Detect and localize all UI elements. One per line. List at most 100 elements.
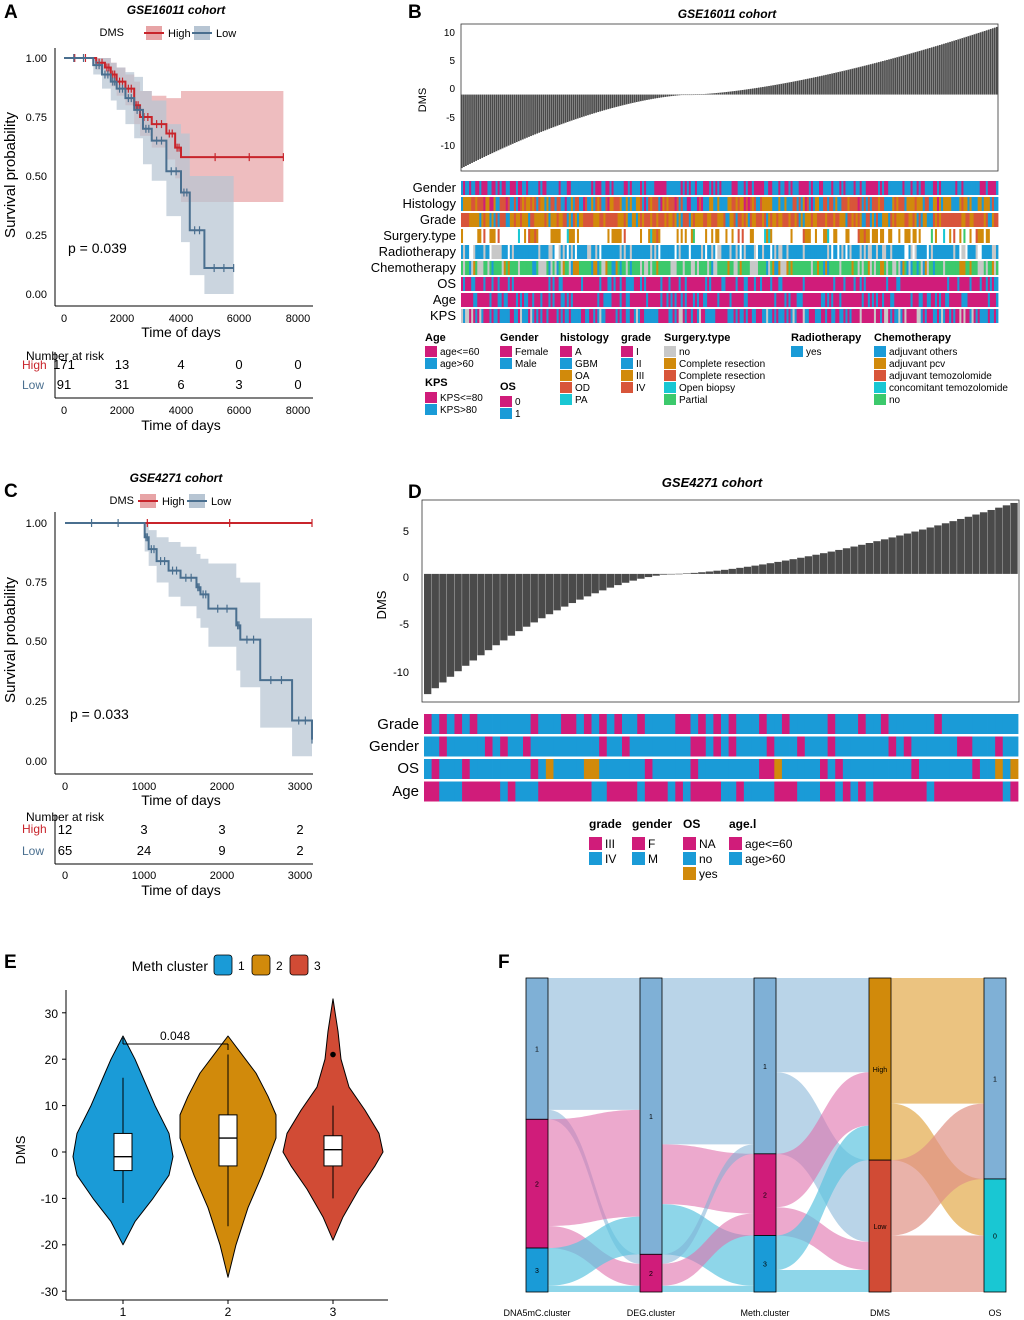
heatmap-cell (505, 261, 509, 275)
heatmap-cell (721, 245, 724, 259)
heatmap-cell (902, 213, 905, 227)
heatmap-cell (829, 181, 832, 195)
heatmap-cell (721, 309, 724, 323)
heatmap-cell (484, 781, 493, 802)
heatmap-cell (896, 197, 899, 211)
dms-bar (833, 73, 835, 95)
heatmap-cell (477, 309, 480, 323)
heatmap-cell (465, 309, 468, 323)
heatmap-cell (609, 277, 612, 291)
heatmap-cell (908, 245, 911, 259)
panel-c-ylabel: Survival probability (2, 577, 19, 703)
heatmap-cell (656, 277, 659, 291)
heatmap-cell (896, 261, 899, 275)
heatmap-cell (916, 181, 920, 195)
heatmap-cell (613, 261, 616, 275)
heatmap-cell (987, 245, 991, 259)
dms-bar (688, 94, 691, 96)
heatmap-cell (936, 309, 940, 323)
dms-bar (969, 35, 972, 95)
heatmap-cell (993, 197, 997, 211)
heatmap-cell (719, 293, 722, 307)
heatmap-cell (662, 309, 665, 323)
heatmap-cell (587, 181, 590, 195)
heatmap-cell (692, 261, 696, 275)
heatmap-cell (789, 781, 798, 802)
heatmap-cell (987, 309, 991, 323)
heatmap-cell (595, 245, 598, 259)
heatmap-cell (926, 714, 935, 734)
heatmap-cell (576, 197, 580, 211)
heatmap-cell (800, 229, 804, 243)
heatmap-cell (841, 293, 844, 307)
heatmap-cell (540, 181, 543, 195)
heatmap-cell (780, 213, 783, 227)
heatmap-cell (501, 181, 505, 195)
heatmap-cell (469, 229, 472, 243)
heatmap-cell (493, 261, 496, 275)
risk-high-label: High (22, 822, 47, 836)
heatmap-cell (705, 714, 714, 734)
heatmap-cell (789, 736, 798, 757)
heatmap-cell (973, 277, 977, 291)
heatmap-cell (690, 229, 694, 243)
heatmap-cell (682, 309, 686, 323)
dms-bar (692, 94, 695, 96)
stratum-DNA5mC-cluster-2 (525, 1247, 549, 1293)
heatmap-cell (736, 781, 745, 802)
heatmap-cell (896, 277, 899, 291)
heatmap-cell (572, 293, 576, 307)
heatmap-cell (503, 181, 507, 195)
heatmap-cell (727, 293, 730, 307)
heatmap-cell (851, 213, 854, 227)
dms-bar (690, 94, 693, 96)
heatmap-cell (953, 181, 956, 195)
heatmap-cell (955, 229, 958, 243)
heatmap-cell (908, 293, 911, 307)
stratum-label: 2 (535, 1182, 539, 1189)
panel-c-pvalue: p = 0.033 (70, 706, 129, 722)
risk-xlabel: Time of days (141, 417, 221, 433)
heatmap-cell (735, 309, 739, 323)
heatmap-cell (949, 245, 952, 259)
heatmap-cell (778, 245, 781, 259)
heatmap-cell (839, 309, 842, 323)
heatmap-cell (517, 261, 521, 275)
dms-bar (991, 28, 994, 95)
dms-bar (995, 507, 1003, 574)
heatmap-cell (631, 261, 635, 275)
heatmap-cell (530, 197, 533, 211)
heatmap-cell (851, 293, 854, 307)
dms-bar (918, 50, 921, 95)
heatmap-cell (664, 261, 667, 275)
heatmap-cell (816, 197, 820, 211)
heatmap-cell (827, 293, 830, 307)
heatmap-cell (932, 261, 936, 275)
heatmap-cell (757, 309, 761, 323)
heatmap-cell (558, 245, 562, 259)
heatmap-cell (985, 309, 989, 323)
heatmap-cell (593, 293, 596, 307)
dms-bar (961, 38, 964, 95)
heatmap-cell (886, 181, 889, 195)
heatmap-cell (749, 197, 753, 211)
heatmap-cell (796, 277, 800, 291)
heatmap-cell (762, 181, 765, 195)
heatmap-cell (587, 197, 590, 211)
heatmap-cell (736, 736, 745, 757)
heatmap-cell (591, 277, 594, 291)
heatmap-cell (668, 277, 671, 291)
heatmap-cell (503, 309, 507, 323)
legend-swatch (621, 358, 633, 369)
heatmap-cell (583, 781, 592, 802)
heatmap-cell (802, 229, 806, 243)
heatmap-cell (545, 781, 554, 802)
heatmap-cell (861, 293, 865, 307)
heatmap-cell (812, 714, 821, 734)
heatmap-cell (692, 245, 696, 259)
heatmap-cell (509, 197, 513, 211)
heatmap-cell (922, 197, 926, 211)
heatmap-cell (930, 181, 934, 195)
heatmap-cell (995, 261, 999, 275)
legend-label: KPS>80 (440, 405, 477, 416)
